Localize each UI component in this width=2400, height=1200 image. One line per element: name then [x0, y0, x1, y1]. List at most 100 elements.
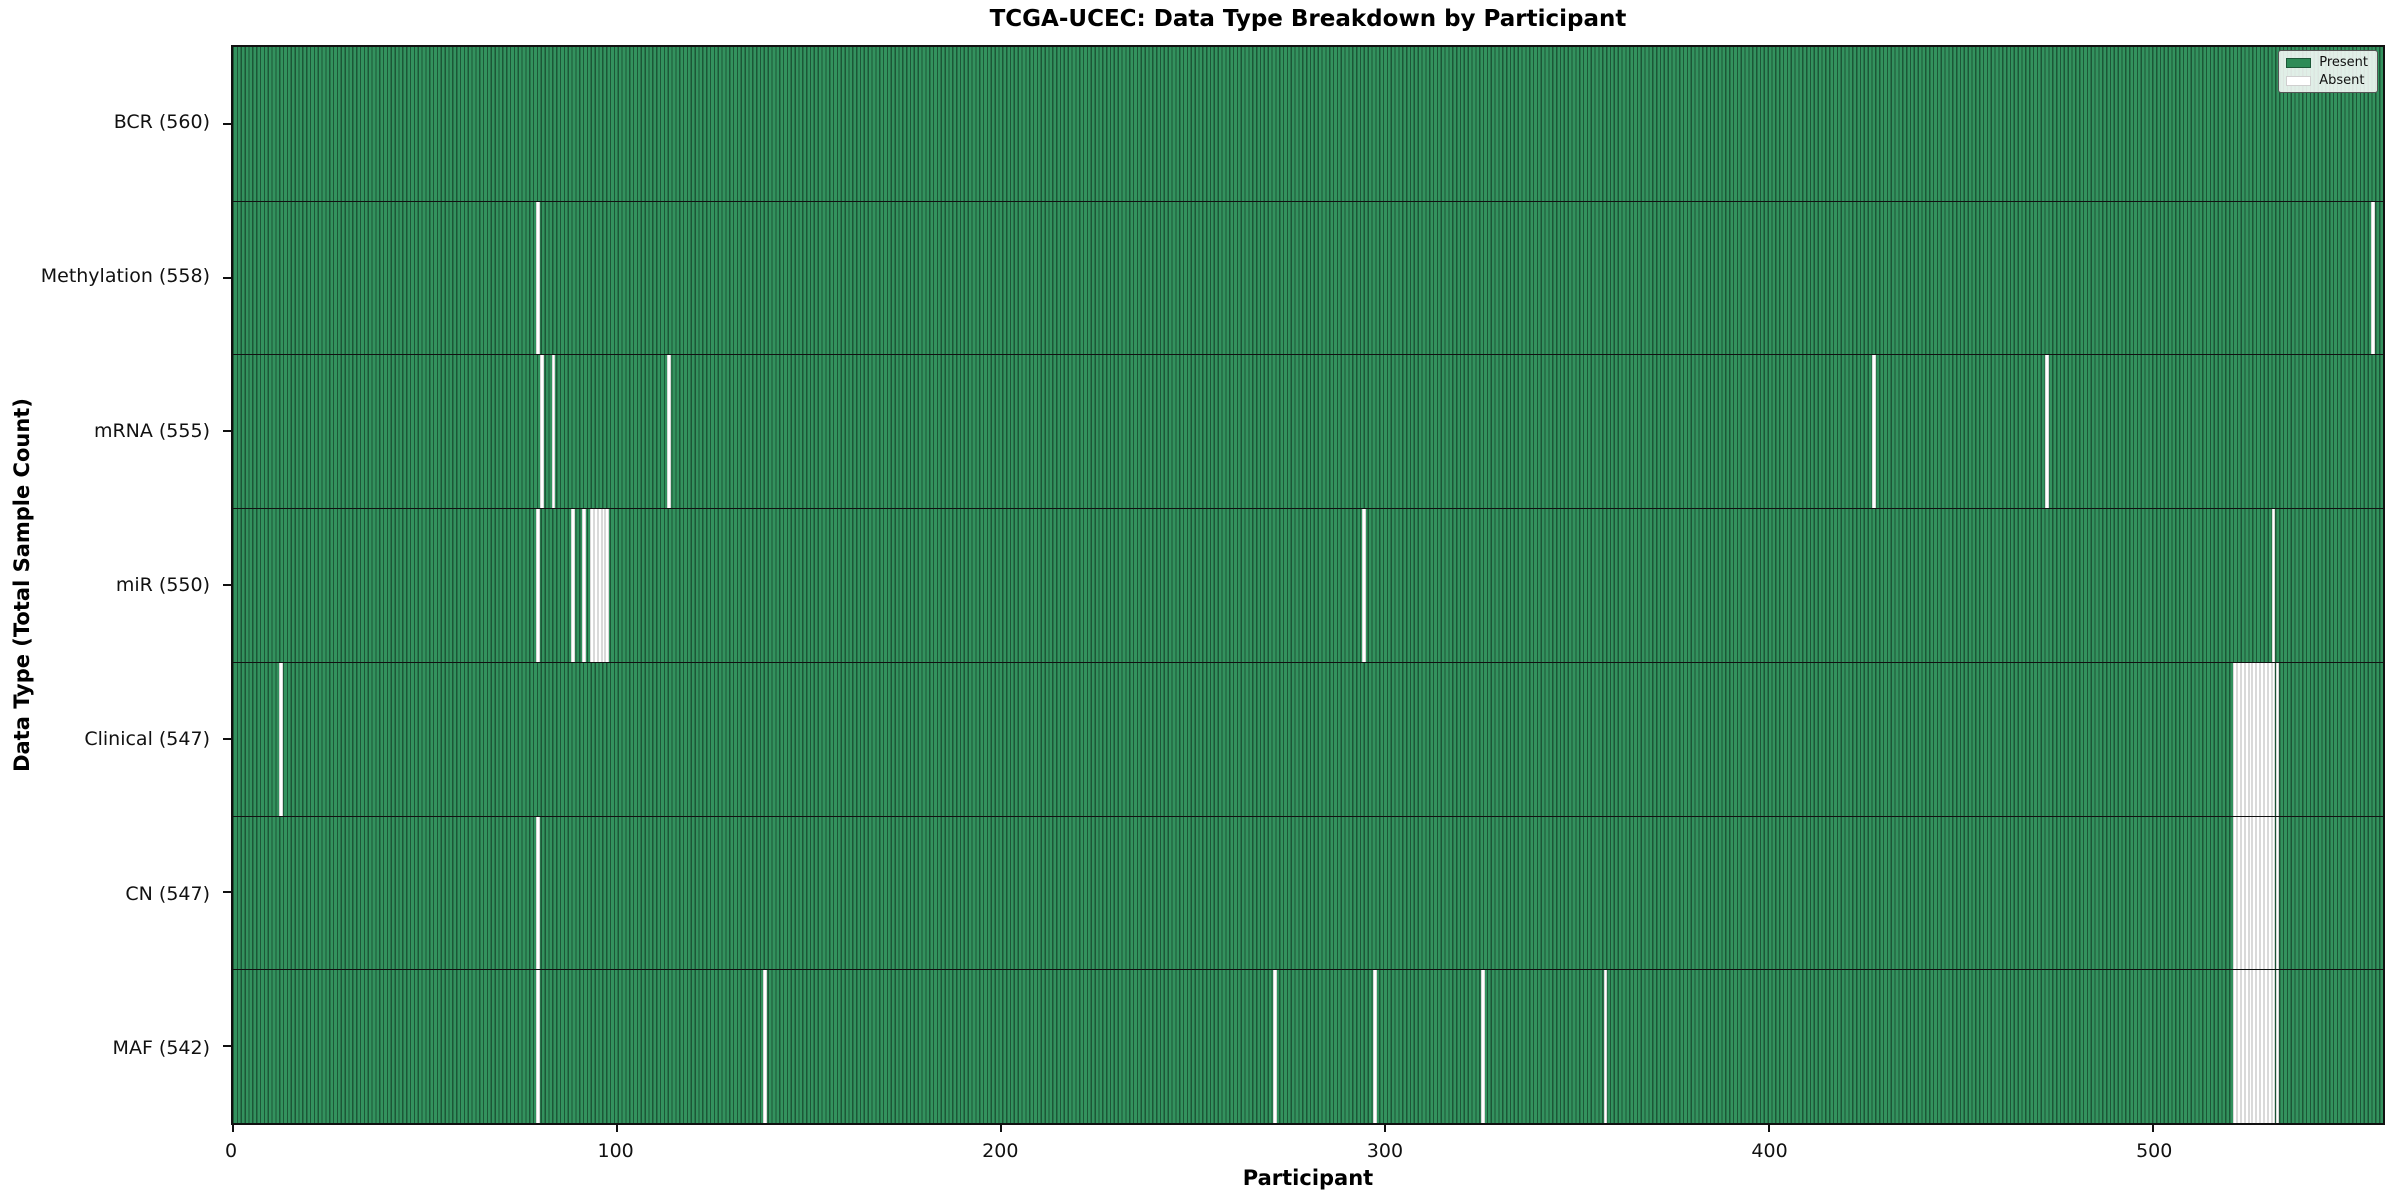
absent-cell — [2263, 816, 2268, 970]
x-tick-mark — [1767, 1123, 1770, 1132]
row-maf — [233, 969, 2383, 1123]
absent-cell — [2263, 662, 2268, 816]
absent-cell — [536, 509, 541, 662]
absent-cell — [601, 509, 606, 662]
legend: Present Absent — [2278, 50, 2378, 93]
absent-cell — [597, 509, 602, 662]
y-tick-mark — [223, 122, 231, 125]
absent-cell — [762, 970, 767, 1123]
absent-cell — [2252, 970, 2257, 1123]
absent-cell — [2244, 662, 2249, 816]
plot-area: Present Absent — [223, 45, 2385, 1132]
y-tick-mark — [223, 276, 231, 279]
absent-cell — [536, 816, 541, 970]
x-tick-label-300: 300 — [1366, 1140, 1404, 1162]
absent-cell — [2260, 662, 2264, 816]
absent-cell — [2267, 662, 2272, 816]
absent-cell — [2275, 816, 2280, 970]
x-tick-label-100: 100 — [597, 1140, 634, 1162]
y-tick-label-cn: CN (547) — [125, 882, 210, 905]
absent-cell — [593, 509, 598, 662]
chart-title: TCGA-UCEC: Data Type Breakdown by Partic… — [989, 6, 1627, 32]
legend-label-absent: Absent — [2319, 73, 2365, 88]
x-tick-mark — [2151, 1123, 2154, 1132]
x-tick-label-200: 200 — [982, 1140, 1019, 1162]
absent-cell — [279, 662, 283, 816]
absent-cell — [605, 509, 610, 662]
absent-cell — [2237, 816, 2241, 970]
absent-cell — [2263, 970, 2268, 1123]
absent-cell — [666, 355, 671, 509]
row-cn — [233, 815, 2383, 970]
y-tick-label-mrna: mRNA (555) — [93, 419, 210, 442]
absent-cell — [2248, 970, 2253, 1123]
x-axis-label: Participant — [1242, 1166, 1374, 1190]
absent-cell — [2271, 970, 2276, 1123]
x-tick-label-500: 500 — [2136, 1140, 2173, 1162]
y-tick-label-clinical: Clinical (547) — [84, 728, 210, 751]
absent-cell — [1361, 509, 1366, 662]
x-tick-label-0: 0 — [224, 1140, 238, 1162]
y-tick-mark — [223, 584, 231, 586]
row-clinical — [233, 661, 2383, 816]
absent-cell — [551, 355, 556, 509]
absent-cell — [2252, 662, 2257, 816]
x-tick-mark — [1383, 1123, 1386, 1132]
y-tick-label-bcr: BCR (560) — [113, 111, 210, 134]
absent-cell — [2256, 662, 2261, 816]
row-mrna — [233, 354, 2383, 509]
x-tick-label-400: 400 — [1751, 1140, 1788, 1162]
absent-cell — [2233, 662, 2238, 816]
absent-swatch-icon — [2286, 75, 2312, 86]
absent-cell — [2371, 201, 2376, 355]
absent-cell — [2260, 816, 2264, 970]
y-tick-label-methylation: Methylation (558) — [40, 265, 210, 288]
absent-cell — [540, 355, 544, 509]
absent-cell — [2256, 970, 2261, 1123]
row-methylation — [233, 200, 2383, 355]
legend-label-present: Present — [2319, 55, 2368, 70]
absent-cell — [2240, 662, 2245, 816]
absent-cell — [2271, 509, 2276, 662]
absent-cell — [2275, 662, 2280, 816]
absent-cell — [2267, 970, 2272, 1123]
absent-cell — [1373, 970, 1378, 1123]
absent-cell — [1603, 970, 1608, 1123]
y-tick-label-maf: MAF (542) — [112, 1036, 210, 1059]
absent-cell — [1273, 970, 1278, 1123]
absent-cell — [2248, 816, 2253, 970]
x-tick-mark — [232, 1123, 234, 1132]
absent-cell — [2267, 816, 2272, 970]
absent-cell — [2240, 970, 2245, 1123]
present-swatch-icon — [2286, 57, 2312, 68]
absent-cell — [590, 509, 594, 662]
absent-cell — [2233, 970, 2238, 1123]
absent-cell — [2233, 816, 2238, 970]
x-tick-mark — [615, 1123, 618, 1132]
y-tick-mark — [223, 1045, 231, 1048]
x-tick-mark — [999, 1123, 1002, 1132]
absent-cell — [2260, 970, 2264, 1123]
absent-cell — [1872, 355, 1877, 509]
legend-entry-present: Present — [2286, 56, 2368, 69]
absent-cell — [1480, 970, 1485, 1123]
absent-cell — [2045, 355, 2049, 509]
absent-cell — [2244, 970, 2249, 1123]
absent-cell — [2237, 970, 2241, 1123]
y-tick-label-mir: miR (550) — [115, 574, 210, 596]
absent-cell — [582, 509, 587, 662]
absent-cell — [2271, 662, 2276, 816]
absent-cell — [2244, 816, 2249, 970]
y-tick-mark — [223, 430, 231, 433]
absent-cell — [2271, 816, 2276, 970]
absent-cell — [2248, 662, 2253, 816]
absent-cell — [2237, 662, 2241, 816]
absent-cell — [536, 970, 541, 1123]
row-bcr — [233, 47, 2383, 201]
absent-cell — [536, 201, 541, 355]
absent-cell — [2256, 816, 2261, 970]
legend-entry-absent: Absent — [2286, 74, 2368, 87]
y-tick-mark — [223, 737, 231, 740]
absent-cell — [2252, 816, 2257, 970]
